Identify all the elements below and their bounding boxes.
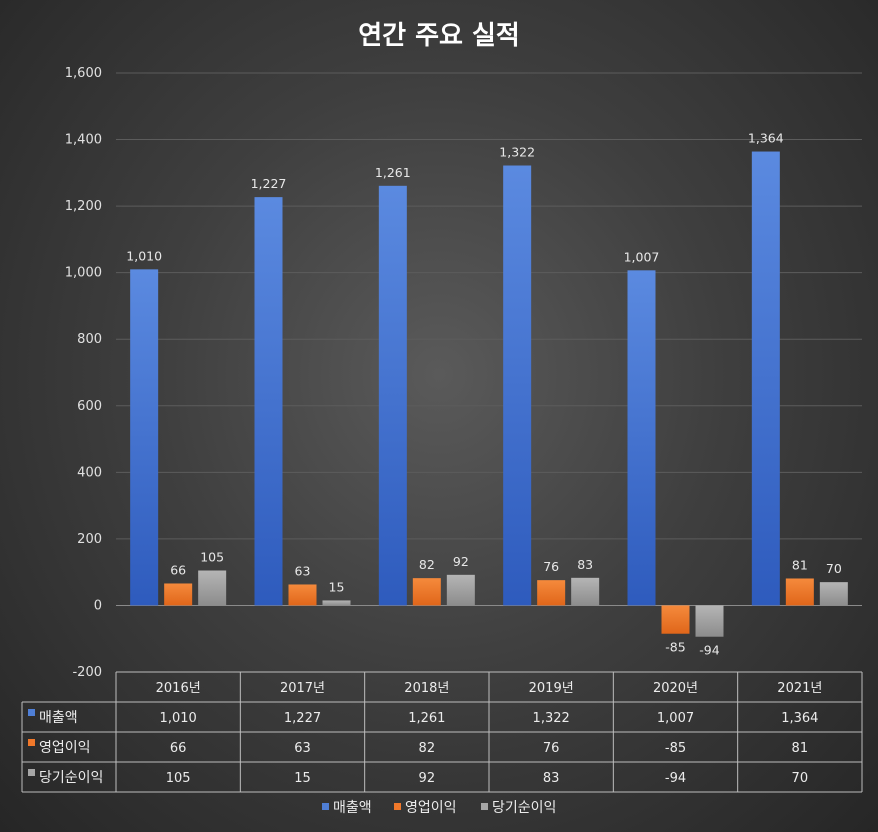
data-label: 63 [295,563,311,578]
data-label: 1,227 [251,176,287,191]
bar [819,582,848,606]
gridlines [116,72,862,673]
y-tick-label: 1,000 [65,266,102,281]
bar [785,578,814,606]
data-label: 83 [577,557,593,572]
bar [751,151,780,606]
table-cell: 92 [419,771,436,786]
y-tick-label: 1,200 [65,199,102,214]
bar [130,269,159,606]
table-series-swatch [28,709,35,716]
table-cell: 1,322 [533,711,570,726]
table-cell: 105 [166,771,191,786]
table-cell: 82 [419,741,436,756]
table-header-cell: 2017년 [280,681,325,696]
bar [503,165,532,606]
y-tick-label: 600 [77,399,102,414]
bars [130,151,848,637]
data-label: 76 [543,559,559,574]
bar [571,577,600,606]
table-header-cell: 2020년 [653,681,698,696]
bar [537,580,566,606]
bar [661,605,690,634]
bar [198,570,227,606]
bar [254,197,283,606]
legend-swatch [394,803,401,810]
chart-title: 연간 주요 실적 [358,21,520,51]
bar [322,600,351,606]
legend-entry: 당기순이익 [492,800,556,816]
table-series-swatch [28,769,35,776]
table-cell: 1,007 [657,711,694,726]
table-cell: 1,261 [408,711,445,726]
data-label: 1,007 [624,249,660,264]
y-tick-label: 1,600 [65,66,102,81]
data-label: 1,261 [375,165,411,180]
table-header-cell: 2016년 [156,681,201,696]
bar [164,583,193,606]
legend-swatch [481,803,488,810]
bar [378,185,407,606]
table-cell: -85 [665,741,686,756]
data-label: -85 [665,640,685,655]
y-axis: -200 0 200 400 600 800 1,000 1,200 1,400 1,600 [65,66,102,680]
data-label: 1,364 [748,131,784,146]
legend-entry: 매출액 [333,800,372,816]
table-cell: 66 [170,741,187,756]
data-label: 82 [419,557,435,572]
y-tick-label: 400 [77,465,102,480]
table-cell: 81 [792,741,809,756]
y-tick-label: -200 [72,665,102,680]
table-header-cell: 2018년 [404,681,449,696]
table-cell: 63 [294,741,311,756]
legend-entry: 영업이익 [405,800,457,816]
bar [412,578,441,606]
data-label: 92 [453,554,469,569]
table-header-cell: 2019년 [529,681,574,696]
table-series-label: 매출액 [39,710,78,726]
table-cell: -94 [665,771,686,786]
table-series-label: 당기순이익 [39,770,103,786]
table-cell: 1,227 [284,711,321,726]
table-cell: 70 [792,771,809,786]
table-series-swatch [28,739,35,746]
y-tick-label: 1,400 [65,133,102,148]
data-label: 66 [170,562,186,577]
data-label: 70 [826,561,842,576]
data-label: 81 [792,557,808,572]
bar [288,584,317,606]
table-cell: 1,364 [781,711,818,726]
table-series-label: 영업이익 [39,740,91,756]
bar [627,270,656,606]
y-tick-label: 200 [77,532,102,547]
data-label: -94 [699,643,719,658]
table-cell: 83 [543,771,560,786]
table-cell: 76 [543,741,560,756]
data-label: 1,322 [499,145,535,160]
legend: 매출액 영업이익 당기순이익 [322,800,556,816]
legend-swatch [322,803,329,810]
y-tick-label: 0 [94,598,102,613]
table-cell: 1,010 [160,711,197,726]
data-label: 1,010 [126,248,162,263]
table-cell: 15 [294,771,311,786]
data-labels: 1,010 66 105 1,227 63 15 1,261 82 92 1,322 76 83 1,0… [126,131,842,658]
bar [446,574,475,606]
table-header-cell: 2021년 [777,681,822,696]
data-label: 105 [200,550,224,565]
bar [695,605,724,637]
y-tick-label: 800 [77,332,102,347]
data-label: 15 [329,579,345,594]
